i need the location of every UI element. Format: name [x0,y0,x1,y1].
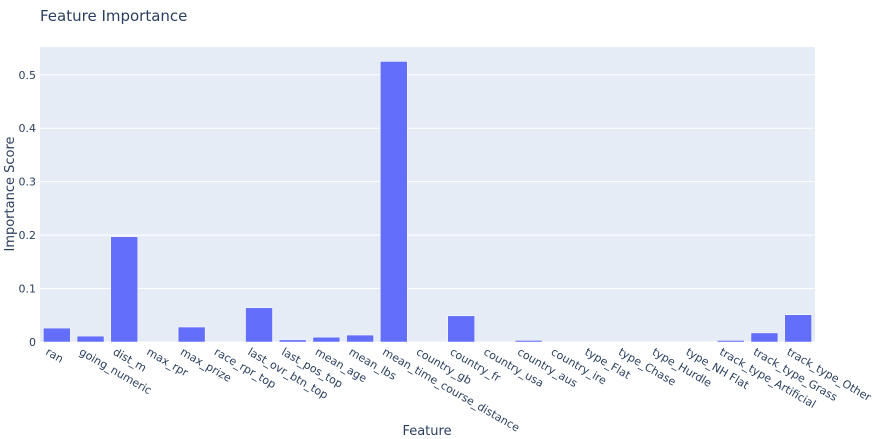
bar [245,307,273,343]
bar [144,341,172,343]
x-tick-label: ran [43,345,65,365]
bar [447,315,475,343]
y-tick-label: 0.3 [19,176,37,189]
bar [346,334,374,343]
plot-area [40,47,815,342]
bar [43,327,71,343]
y-axis-title: Importance Score [3,136,18,251]
y-tick-label: 0.2 [19,229,37,242]
chart-title: Feature Importance [40,7,187,25]
bar [750,332,779,343]
y-tick-label: 0 [29,336,36,349]
bar [514,340,543,343]
bar [76,335,105,343]
bar [481,341,509,343]
y-tick-label: 0.5 [19,69,37,82]
bar [312,336,341,343]
x-axis-title: Feature [402,424,451,439]
bar [110,236,138,343]
bar [278,339,307,343]
y-tick-label: 0.1 [19,283,37,296]
bar [717,340,745,343]
bar [380,61,408,343]
y-tick-label: 0.4 [19,122,37,135]
bar [177,326,206,343]
bar [784,314,812,343]
